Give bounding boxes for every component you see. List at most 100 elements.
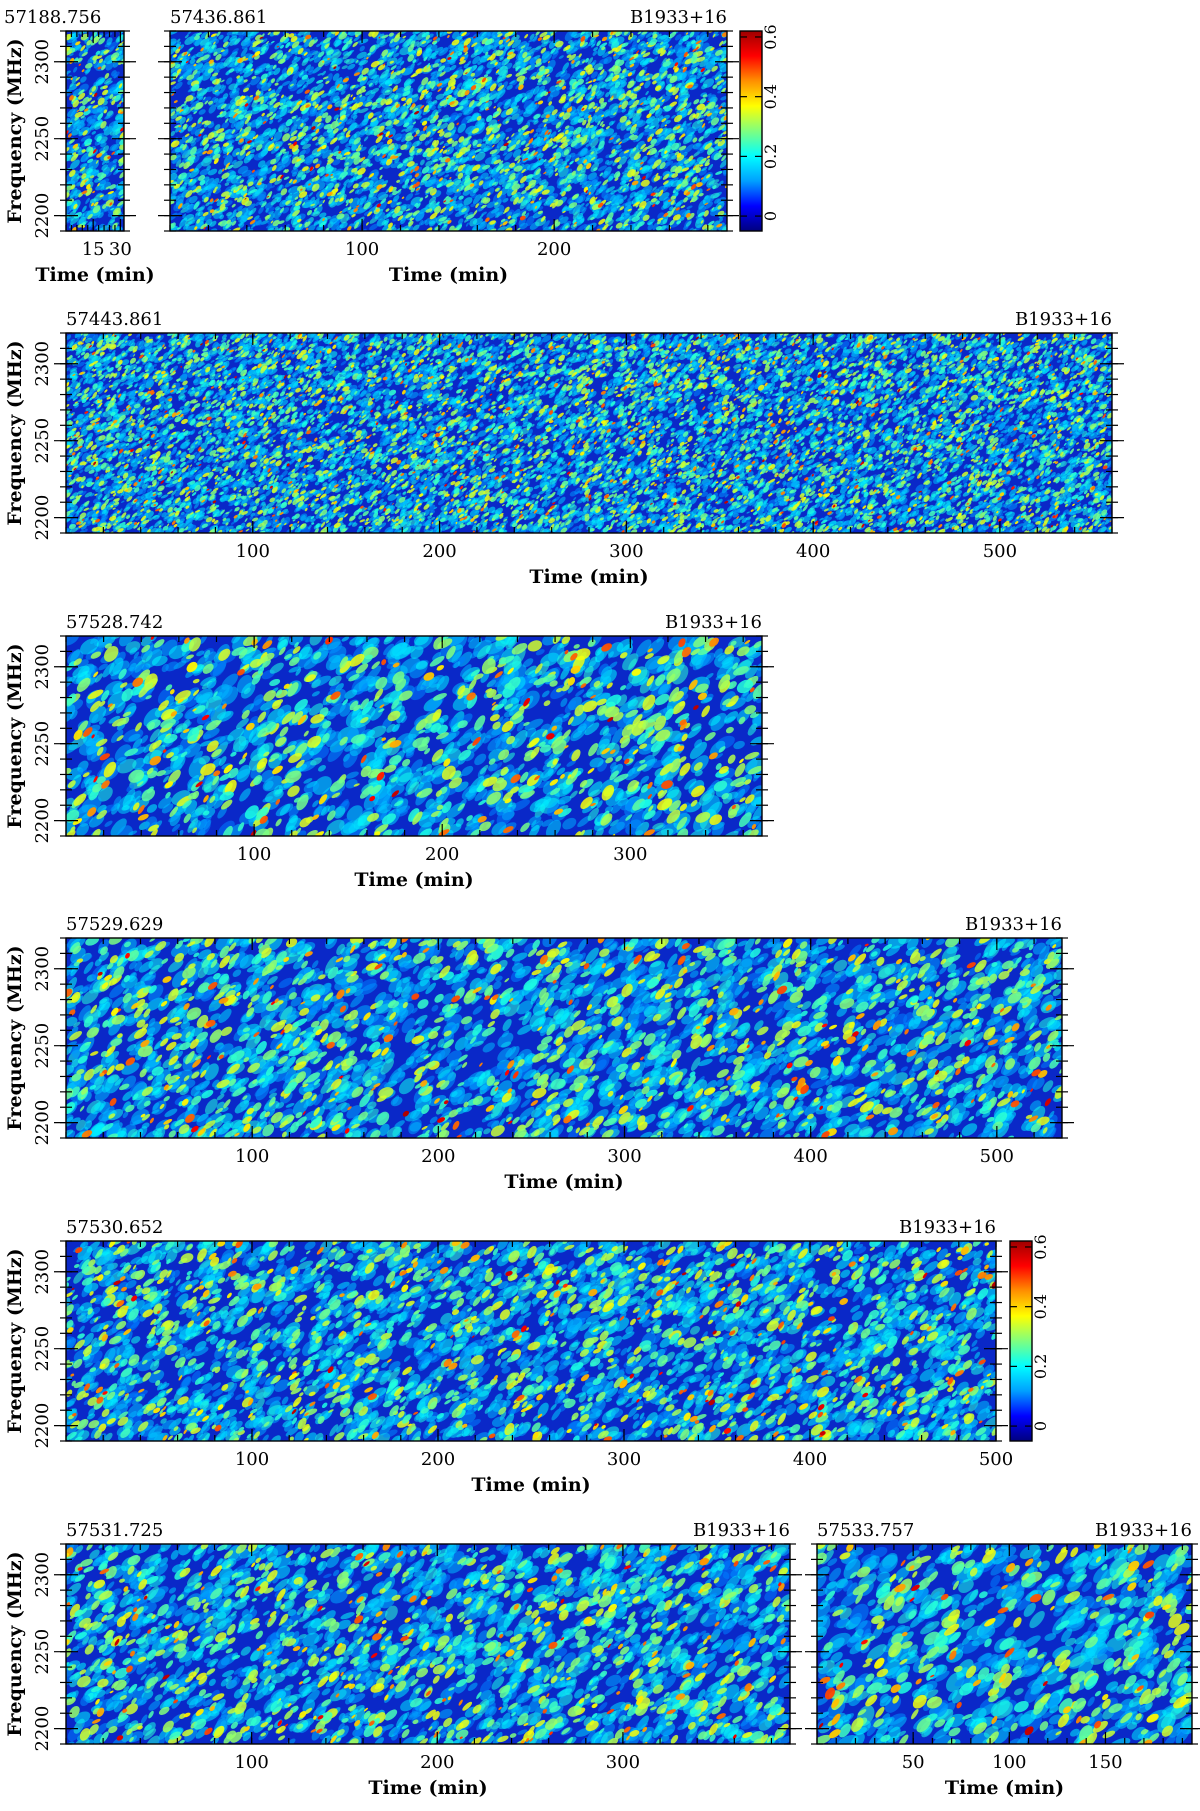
source-label: B1933+16 bbox=[899, 1217, 996, 1238]
x-axis-label: Time (min) bbox=[529, 566, 648, 588]
x-tick-label: 50 bbox=[902, 1752, 925, 1773]
y-axis-label: Frequency (MHz) bbox=[4, 1551, 26, 1736]
colorbar-tick-label: 0.4 bbox=[1031, 1294, 1050, 1319]
y-tick-label: 2200 bbox=[32, 495, 53, 541]
x-tick-label: 200 bbox=[422, 541, 456, 562]
y-tick-label: 2300 bbox=[32, 946, 53, 992]
x-tick-label: 100 bbox=[237, 844, 271, 865]
x-axis-label: Time (min) bbox=[945, 1777, 1064, 1799]
panel-57531-725: 100 200 300 2200 2250 2300 Frequency (MHz) Time… bbox=[4, 1520, 802, 1799]
colorbar-tick-label: 0.2 bbox=[761, 144, 780, 169]
x-tick-label: 300 bbox=[607, 1449, 641, 1470]
y-axis-label: Frequency (MHz) bbox=[4, 340, 26, 525]
mjd-label: 57531.725 bbox=[66, 1520, 163, 1541]
x-tick-label: 100 bbox=[235, 1449, 269, 1470]
x-tick-label: 300 bbox=[606, 1752, 640, 1773]
x-tick-label: 15 bbox=[82, 239, 105, 260]
x-axis-label: Time (min) bbox=[368, 1777, 487, 1799]
y-tick-label: 2250 bbox=[32, 721, 53, 767]
source-label: B1933+16 bbox=[693, 1520, 790, 1541]
colorbar-tick-label: 0 bbox=[761, 211, 780, 221]
colorbar-tick-label: 0 bbox=[1031, 1421, 1050, 1431]
x-tick-label: 100 bbox=[234, 1752, 268, 1773]
y-tick-label: 2250 bbox=[32, 418, 53, 464]
x-tick-label: 30 bbox=[109, 239, 132, 260]
x-tick-label: 400 bbox=[793, 1449, 827, 1470]
scintle-texture bbox=[164, 24, 732, 237]
y-axis-label: Frequency (MHz) bbox=[4, 38, 26, 223]
source-label: B1933+16 bbox=[1095, 1520, 1192, 1541]
source-label: B1933+16 bbox=[665, 612, 762, 633]
panel-57443-861: 100 200 300 400 500 2200 2250 2300 Frequency (MH… bbox=[4, 309, 1124, 588]
y-tick-label: 2200 bbox=[32, 1100, 53, 1146]
scintle-texture bbox=[60, 27, 130, 236]
x-tick-label: 400 bbox=[793, 1146, 827, 1167]
panel-57529-629: 100 200 300 400 500 2200 2250 2300 Frequency (MH… bbox=[4, 914, 1074, 1193]
x-tick-label: 100 bbox=[235, 1146, 269, 1167]
x-axis-label: Time (min) bbox=[35, 264, 154, 286]
y-tick-label: 2250 bbox=[32, 1629, 53, 1675]
mjd-label: 57436.861 bbox=[170, 7, 267, 28]
x-tick-label: 200 bbox=[537, 239, 571, 260]
x-tick-label: 100 bbox=[236, 541, 270, 562]
panel-57533-757: 50 100 150 Time (min) 57533.757 B1933+16 bbox=[805, 1520, 1200, 1799]
x-tick-label: 300 bbox=[607, 1146, 641, 1167]
colorbar: 0 0.2 0.4 0.6 bbox=[740, 24, 780, 231]
panel-57528-742: 100 200 300 2200 2250 2300 Frequency (MHz) Time… bbox=[4, 612, 774, 891]
y-tick-label: 2200 bbox=[32, 193, 53, 239]
y-tick-label: 2250 bbox=[32, 1023, 53, 1069]
x-tick-label: 200 bbox=[421, 1449, 455, 1470]
x-tick-label: 100 bbox=[345, 239, 379, 260]
colorbars-group: 0 0.2 0.4 0.6 0 0.2 0.4 0.6 bbox=[740, 24, 1050, 1441]
mjd-label: 57528.742 bbox=[66, 612, 163, 633]
x-tick-label: 500 bbox=[979, 1449, 1013, 1470]
y-tick-label: 2250 bbox=[32, 116, 53, 162]
y-tick-label: 2200 bbox=[32, 798, 53, 844]
x-tick-label: 150 bbox=[1088, 1752, 1122, 1773]
source-label: B1933+16 bbox=[630, 7, 727, 28]
x-tick-label: 100 bbox=[992, 1752, 1026, 1773]
source-label: B1933+16 bbox=[965, 914, 1062, 935]
y-axis-label: Frequency (MHz) bbox=[4, 1248, 26, 1433]
colorbar-tick-label: 0.6 bbox=[761, 24, 780, 49]
y-tick-label: 2200 bbox=[32, 1706, 53, 1752]
colorbar-gradient bbox=[1010, 1241, 1032, 1441]
x-axis-label: Time (min) bbox=[471, 1474, 590, 1496]
x-tick-label: 300 bbox=[609, 541, 643, 562]
y-tick-label: 2300 bbox=[32, 39, 53, 85]
y-tick-label: 2300 bbox=[32, 1249, 53, 1295]
x-tick-label: 500 bbox=[983, 541, 1017, 562]
x-tick-label: 400 bbox=[796, 541, 830, 562]
x-tick-label: 200 bbox=[420, 1752, 454, 1773]
y-tick-label: 2250 bbox=[32, 1326, 53, 1372]
y-tick-label: 2300 bbox=[32, 1552, 53, 1598]
mjd-label: 57529.629 bbox=[66, 914, 163, 935]
panel-57436-861: 100 200 Time (min) 57436.861 B1933+16 bbox=[158, 7, 739, 286]
y-tick-label: 2300 bbox=[32, 341, 53, 387]
x-tick-label: 200 bbox=[425, 844, 459, 865]
mjd-label: 57188.756 bbox=[4, 7, 101, 28]
mjd-label: 57530.652 bbox=[66, 1217, 163, 1238]
x-axis-label: Time (min) bbox=[354, 869, 473, 891]
colorbar-tick-label: 0.4 bbox=[761, 84, 780, 109]
mjd-label: 57443.861 bbox=[66, 309, 163, 330]
y-axis-label: Frequency (MHz) bbox=[4, 945, 26, 1130]
mjd-label: 57533.757 bbox=[817, 1520, 914, 1541]
x-tick-label: 200 bbox=[421, 1146, 455, 1167]
x-axis-label: Time (min) bbox=[389, 264, 508, 286]
colorbar: 0 0.2 0.4 0.6 bbox=[1010, 1234, 1050, 1441]
x-tick-label: 500 bbox=[980, 1146, 1014, 1167]
y-tick-label: 2300 bbox=[32, 644, 53, 690]
colorbar-gradient bbox=[740, 31, 762, 231]
source-label: B1933+16 bbox=[1015, 309, 1112, 330]
y-axis-label: Frequency (MHz) bbox=[4, 643, 26, 828]
x-tick-label: 300 bbox=[613, 844, 647, 865]
colorbar-tick-label: 0.6 bbox=[1031, 1234, 1050, 1259]
colorbar-tick-label: 0.2 bbox=[1031, 1354, 1050, 1379]
panel-57530-652: 100 200 300 400 500 2200 2250 2300 Frequency (MH… bbox=[4, 1217, 1013, 1496]
y-tick-label: 2200 bbox=[32, 1403, 53, 1449]
